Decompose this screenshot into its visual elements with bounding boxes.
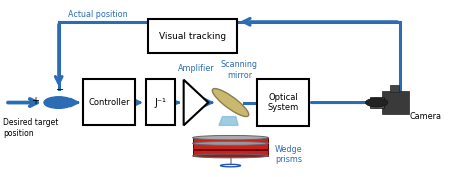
Ellipse shape <box>212 88 249 116</box>
Text: −: − <box>55 85 63 95</box>
FancyBboxPatch shape <box>146 79 175 125</box>
Text: Visual tracking: Visual tracking <box>159 32 226 41</box>
FancyBboxPatch shape <box>193 138 269 149</box>
Text: Actual position: Actual position <box>68 10 127 19</box>
Text: Wedge
prisms: Wedge prisms <box>275 145 303 164</box>
Ellipse shape <box>220 164 241 167</box>
Ellipse shape <box>193 141 269 145</box>
Ellipse shape <box>193 135 269 140</box>
FancyBboxPatch shape <box>148 19 237 53</box>
FancyBboxPatch shape <box>369 97 384 108</box>
Text: Controller: Controller <box>88 98 130 107</box>
Text: Scanning
mirror: Scanning mirror <box>221 60 258 80</box>
FancyBboxPatch shape <box>390 85 400 92</box>
Circle shape <box>44 97 73 108</box>
Text: +: + <box>31 96 39 106</box>
Text: Desired target
position: Desired target position <box>3 118 58 138</box>
Circle shape <box>365 98 388 107</box>
FancyBboxPatch shape <box>83 79 135 125</box>
Text: Camera: Camera <box>409 112 441 121</box>
Polygon shape <box>219 117 238 125</box>
Text: J⁻¹: J⁻¹ <box>154 98 166 108</box>
Ellipse shape <box>193 154 269 158</box>
Text: Optical
System: Optical System <box>267 93 299 112</box>
Text: Amplifier: Amplifier <box>178 64 214 73</box>
FancyBboxPatch shape <box>193 143 269 144</box>
FancyBboxPatch shape <box>193 150 269 156</box>
FancyBboxPatch shape <box>382 91 409 115</box>
Polygon shape <box>184 80 208 125</box>
FancyBboxPatch shape <box>257 79 309 126</box>
